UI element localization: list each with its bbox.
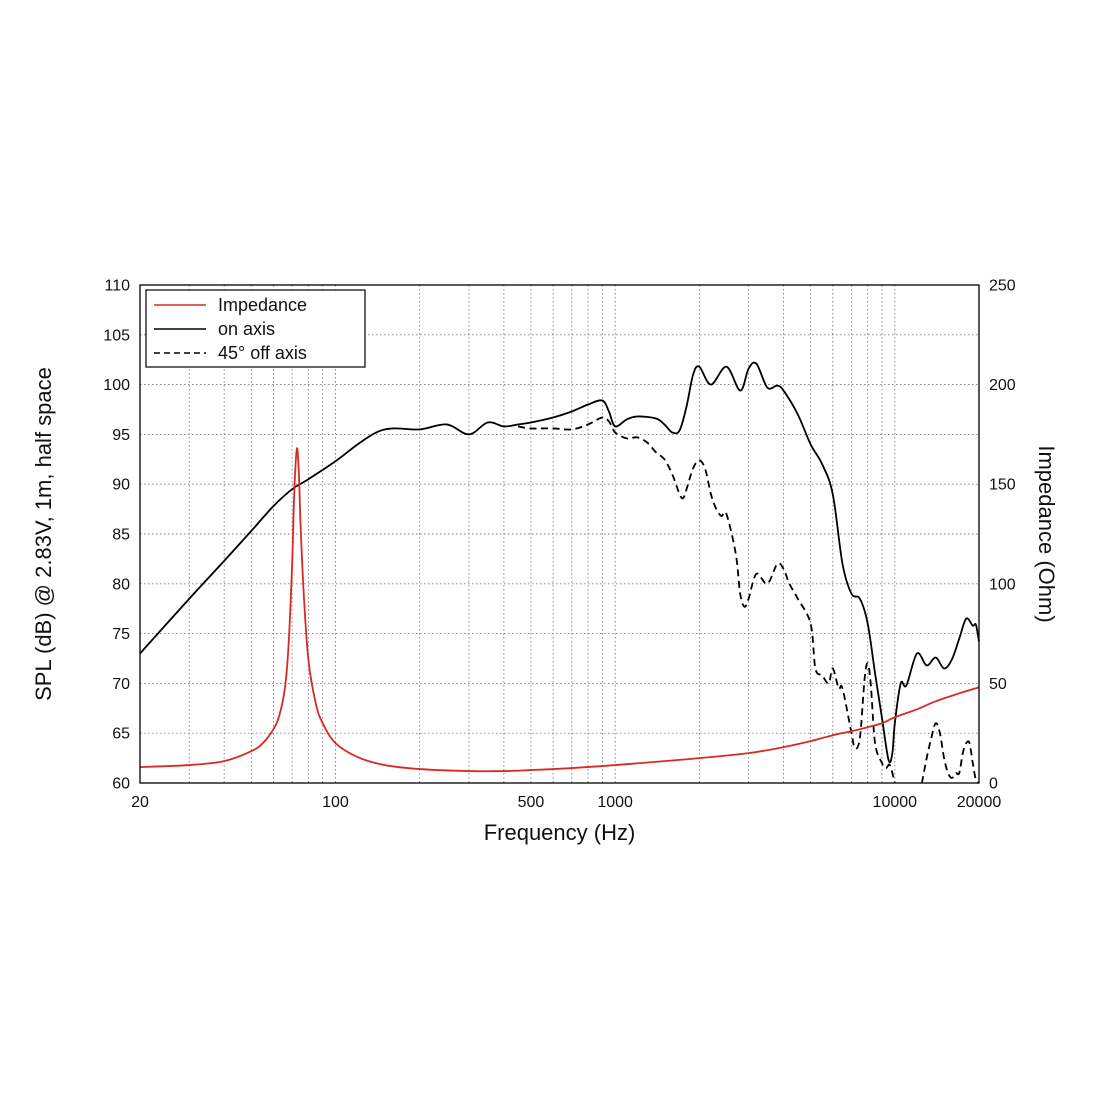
x-tick-label: 1000 [597, 794, 633, 811]
grid [140, 285, 979, 783]
y2-tick-label: 100 [989, 576, 1016, 593]
y2-tick-label: 250 [989, 278, 1016, 295]
y-tick-label: 105 [103, 327, 130, 344]
y2-tick-label: 0 [989, 776, 998, 793]
y-tick-label: 75 [112, 626, 130, 643]
series-line-on-axis [139, 361, 980, 764]
y2-axis-ticks: 0 50 100 150 200 250 [989, 278, 1016, 793]
series-line-45-off-axis [518, 416, 896, 784]
y-tick-label: 85 [112, 527, 130, 544]
x-axis-ticks: 20 100 500 1000 10000 20000 [131, 794, 1001, 811]
y-tick-label: 100 [103, 377, 130, 394]
y-tick-label: 65 [112, 726, 130, 743]
curves [139, 361, 980, 784]
x-tick-label: 10000 [873, 794, 918, 811]
legend-label-on-axis: on axis [218, 319, 275, 339]
y2-tick-label: 50 [989, 676, 1007, 693]
y-tick-label: 70 [112, 676, 130, 693]
x-tick-label: 20000 [957, 794, 1002, 811]
x-tick-label: 100 [322, 794, 349, 811]
x-tick-label: 20 [131, 794, 149, 811]
series-line-45-off-axis-high-segment [921, 722, 980, 784]
y2-tick-label: 150 [989, 477, 1016, 494]
y-axis-ticks: 60 65 70 75 80 85 90 95 100 105 110 [103, 278, 130, 793]
y-tick-label: 110 [104, 278, 130, 295]
y-tick-label: 95 [112, 427, 130, 444]
y-tick-label: 90 [112, 477, 130, 494]
y2-tick-label: 200 [989, 377, 1016, 394]
legend-label-impedance: Impedance [218, 295, 307, 315]
y-axis-label: SPL (dB) @ 2.83V, 1m, half space [31, 367, 56, 701]
y2-axis-label: Impedance (Ohm) [1034, 445, 1059, 622]
y-tick-label: 80 [112, 576, 130, 593]
y-tick-label: 60 [112, 776, 130, 793]
plot-frame [139, 284, 980, 784]
legend-label-off-axis: 45° off axis [218, 343, 307, 363]
legend: Impedance on axis 45° off axis [145, 289, 366, 368]
series-line-impedance [139, 447, 980, 773]
x-tick-label: 500 [518, 794, 545, 811]
x-axis-label: Frequency (Hz) [484, 820, 636, 845]
